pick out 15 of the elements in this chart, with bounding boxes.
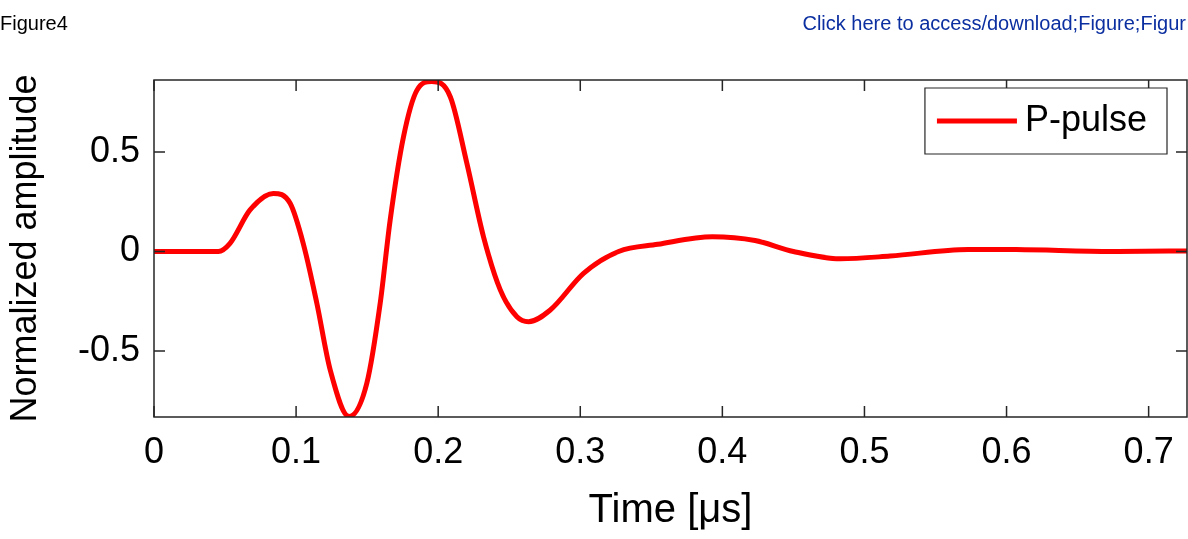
y-tick-label: -0.5 xyxy=(77,327,140,369)
x-tick-label: 0.1 xyxy=(271,429,322,471)
y-axis-title: Normalized amplitude xyxy=(2,74,44,423)
x-tick-label: 0.5 xyxy=(839,429,890,471)
y-tick-label: 0.5 xyxy=(89,128,140,170)
x-tick-label: 0.7 xyxy=(1123,429,1174,471)
x-tick-label: 0.4 xyxy=(697,429,748,471)
x-tick-label: 0.3 xyxy=(555,429,606,471)
x-axis-title: Time [μs] xyxy=(588,486,753,531)
x-tick-label: 0.2 xyxy=(413,429,464,471)
y-tick-label: 0 xyxy=(119,228,140,270)
x-tick-label: 0.6 xyxy=(981,429,1032,471)
legend-label: P-pulse xyxy=(1024,97,1147,139)
text: Click here to access/download;Figure;Figur xyxy=(802,11,1187,34)
caption: Figure4 xyxy=(0,11,68,34)
